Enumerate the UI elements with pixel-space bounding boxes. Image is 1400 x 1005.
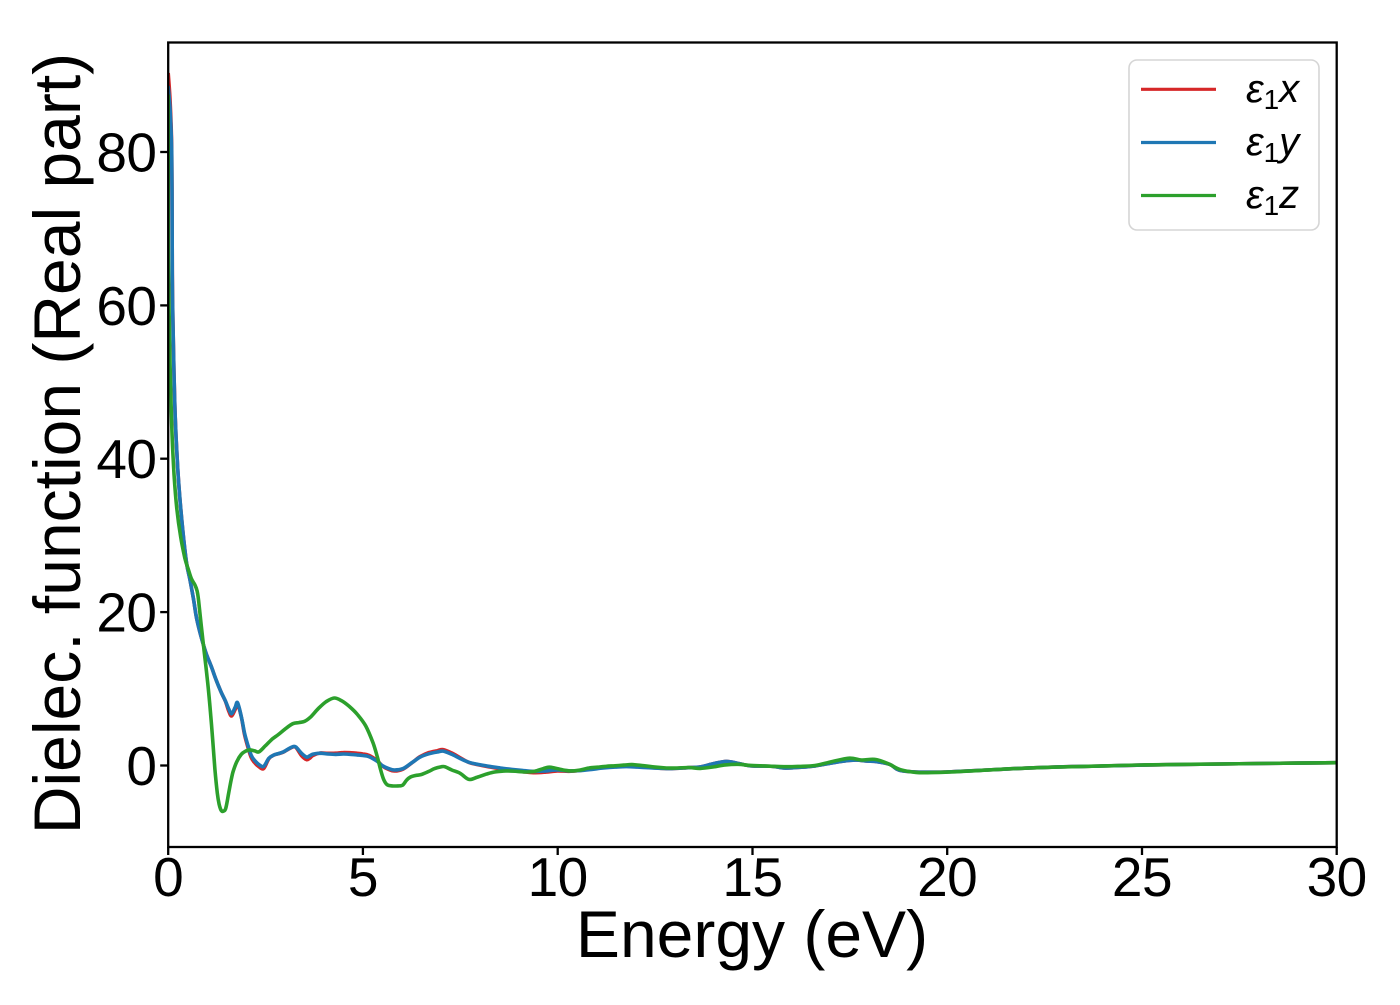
svg-text:0: 0 xyxy=(153,846,183,908)
svg-text:0: 0 xyxy=(126,735,156,797)
svg-text:20: 20 xyxy=(96,582,156,644)
svg-text:60: 60 xyxy=(96,275,156,337)
svg-text:10: 10 xyxy=(528,846,588,908)
svg-text:40: 40 xyxy=(96,428,156,490)
svg-text:80: 80 xyxy=(96,122,156,184)
svg-text:30: 30 xyxy=(1307,846,1367,908)
svg-text:15: 15 xyxy=(722,846,782,908)
svg-text:Energy (eV): Energy (eV) xyxy=(576,897,928,971)
svg-text:5: 5 xyxy=(348,846,378,908)
svg-text:25: 25 xyxy=(1112,846,1172,908)
svg-text:Dielec. function (Real part): Dielec. function (Real part) xyxy=(20,53,94,834)
svg-text:20: 20 xyxy=(917,846,977,908)
